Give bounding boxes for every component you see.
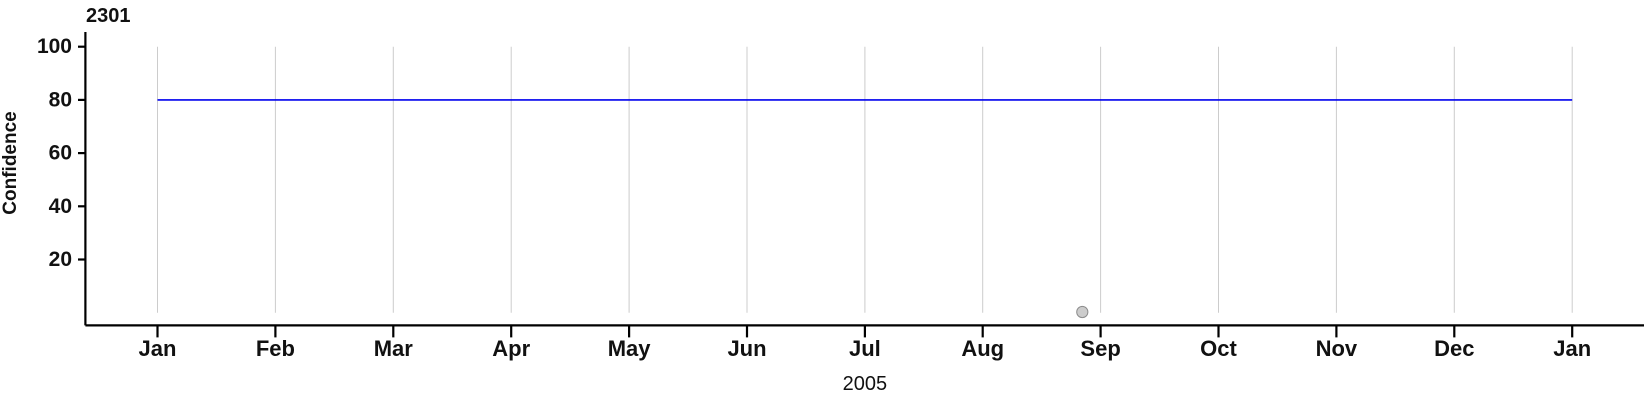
svg-text:Feb: Feb — [256, 336, 295, 361]
svg-text:Oct: Oct — [1200, 336, 1237, 361]
svg-text:Nov: Nov — [1316, 336, 1358, 361]
svg-text:80: 80 — [49, 88, 72, 111]
svg-text:Jul: Jul — [849, 336, 881, 361]
svg-text:May: May — [608, 336, 652, 361]
svg-text:20: 20 — [49, 248, 72, 271]
svg-text:Sep: Sep — [1080, 336, 1120, 361]
svg-text:2005: 2005 — [843, 373, 888, 395]
svg-text:Jan: Jan — [1553, 336, 1591, 361]
svg-text:Jun: Jun — [727, 336, 766, 361]
svg-text:Mar: Mar — [374, 336, 414, 361]
svg-text:Aug: Aug — [961, 336, 1004, 361]
svg-text:Dec: Dec — [1434, 336, 1474, 361]
svg-text:60: 60 — [49, 142, 72, 165]
svg-text:Confidence: Confidence — [0, 111, 21, 214]
svg-text:2301: 2301 — [86, 5, 131, 27]
svg-text:Apr: Apr — [492, 336, 530, 361]
svg-text:100: 100 — [37, 35, 72, 58]
svg-text:40: 40 — [49, 195, 72, 218]
svg-text:Jan: Jan — [139, 336, 177, 361]
